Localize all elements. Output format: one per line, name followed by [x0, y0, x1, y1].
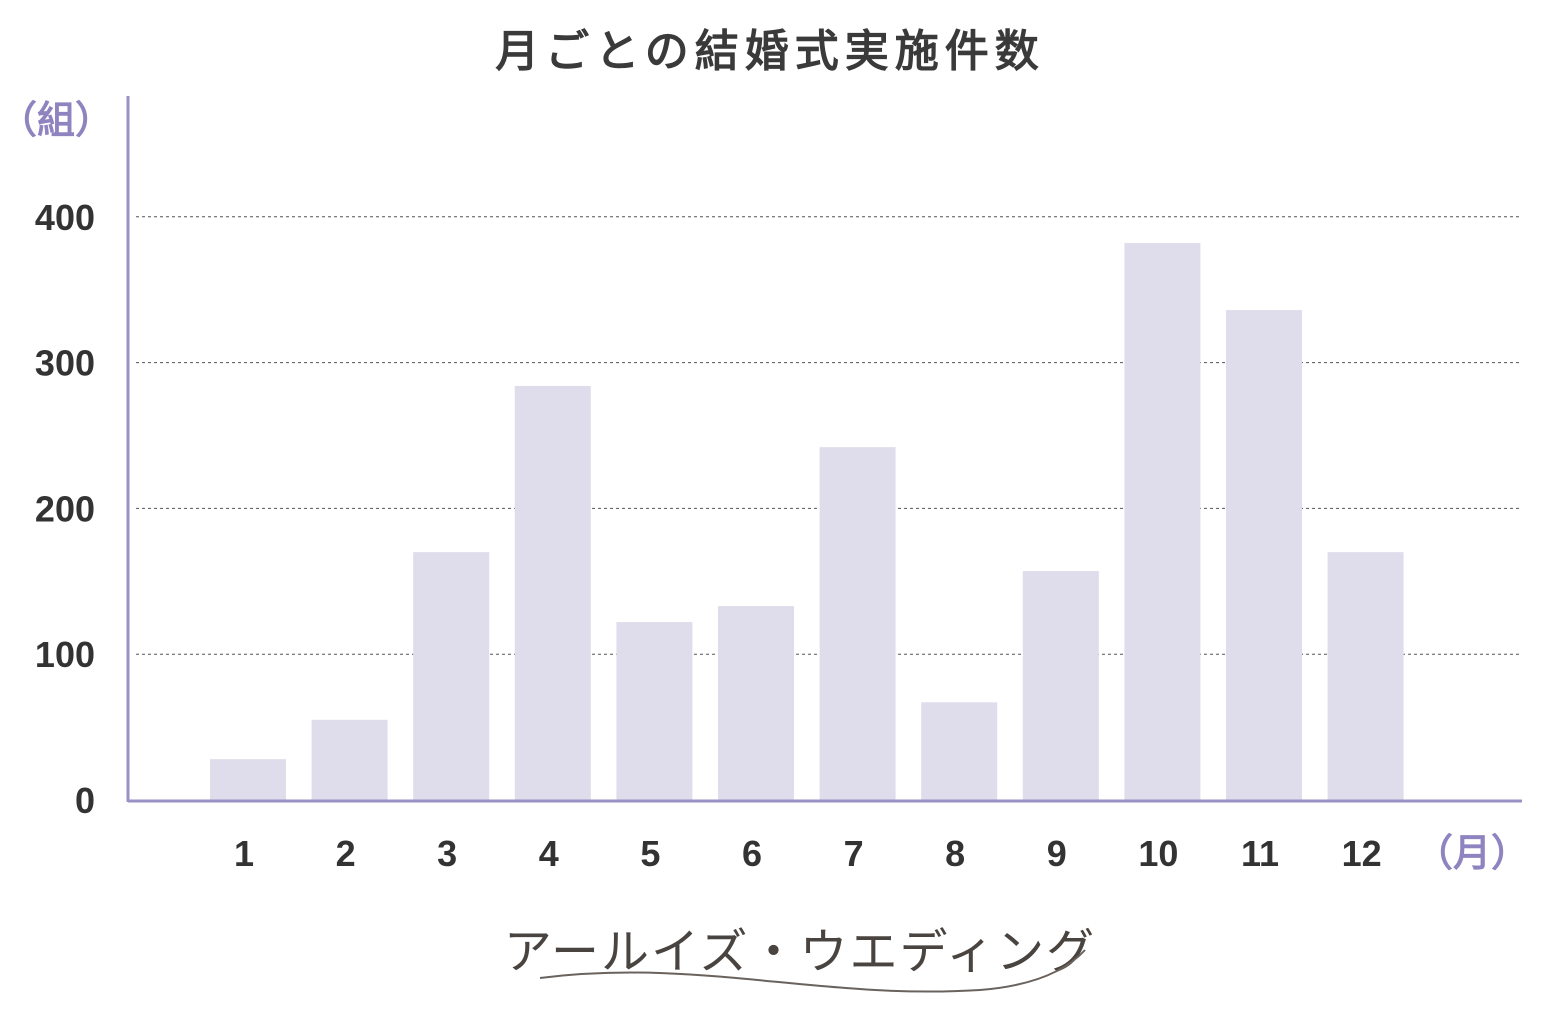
bar-month-9	[1022, 571, 1099, 800]
x-tick-label-4: 4	[539, 833, 559, 874]
x-tick-label-2: 2	[336, 833, 356, 874]
bars	[210, 243, 1404, 800]
bar-month-8	[921, 702, 998, 800]
y-tick-label-400: 400	[35, 197, 95, 238]
brand-logo-swash	[539, 949, 1086, 993]
x-tick-label-3: 3	[437, 833, 457, 874]
y-tick-labels: 0 100 200 300 400	[35, 197, 95, 821]
chart-title: 月ごとの結婚式実施件数	[495, 26, 1045, 77]
x-tick-label-1: 1	[234, 833, 254, 874]
bar-month-11	[1226, 310, 1302, 800]
bar-month-3	[413, 552, 490, 800]
bar-month-12	[1327, 552, 1404, 800]
y-tick-label-300: 300	[35, 343, 95, 384]
x-tick-label-10: 10	[1138, 833, 1178, 874]
y-tick-label-100: 100	[35, 634, 95, 675]
x-tick-label-8: 8	[945, 833, 965, 874]
x-tick-label-7: 7	[844, 833, 864, 874]
bar-month-5	[616, 622, 693, 800]
x-tick-label-11: 11	[1241, 833, 1279, 874]
x-tick-label-6: 6	[742, 833, 762, 874]
x-tick-label-9: 9	[1047, 833, 1067, 874]
bar-month-4	[514, 385, 591, 800]
y-tick-label-0: 0	[75, 780, 95, 821]
bar-month-2	[311, 719, 388, 800]
x-tick-labels: 1 2 3 4 5 6 7 8 9 10 11 12	[234, 833, 1382, 874]
bar-month-6	[718, 606, 794, 800]
bar-month-10	[1124, 243, 1201, 800]
y-tick-label-200: 200	[35, 488, 95, 529]
x-axis-unit-label: （月）	[1415, 831, 1529, 875]
bar-month-7	[819, 447, 896, 800]
brand-logo: アールイズ・ウエディング	[504, 924, 1096, 993]
x-tick-label-12: 12	[1342, 833, 1382, 874]
y-axis-unit-label: （組）	[0, 98, 113, 142]
brand-logo-text: アールイズ・ウエディング	[504, 924, 1096, 980]
x-tick-label-5: 5	[640, 833, 660, 874]
bar-month-1	[210, 759, 286, 800]
axes	[126, 96, 1522, 803]
